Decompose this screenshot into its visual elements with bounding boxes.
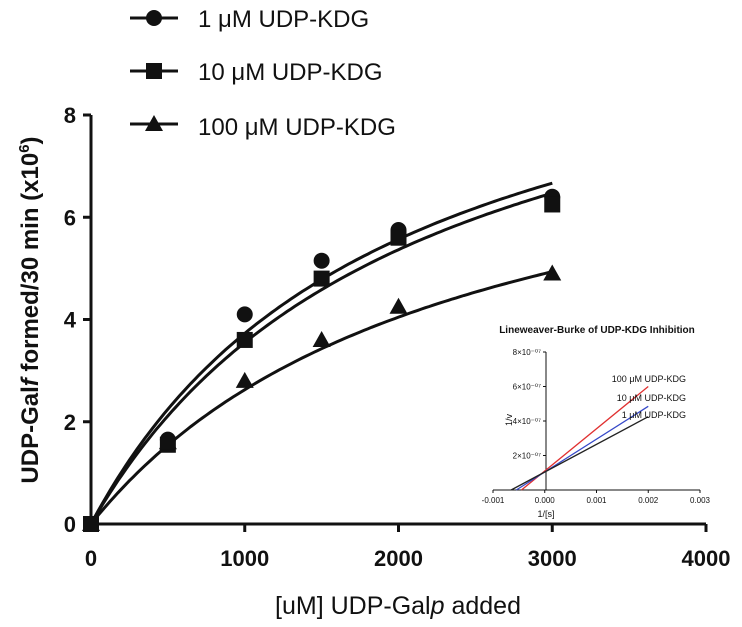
- y-tick-label: 4: [64, 308, 77, 333]
- inset-x-label: 1/[s]: [537, 509, 554, 519]
- legend-item-1uM: 1 μM UDP-KDG: [130, 6, 369, 33]
- inset-y-tick-label: 6×10⁻⁰⁷: [513, 383, 541, 392]
- main-ticks: [83, 113, 708, 532]
- y-tick-label: 8: [64, 103, 76, 128]
- y-tick-label: 2: [64, 410, 76, 435]
- x-tick-label: 0: [85, 546, 97, 571]
- inset-y-tick-label: 8×10⁻⁰⁷: [513, 348, 541, 357]
- legend: 1 μM UDP-KDG 10 μM UDP-KDG 100 μM UDP-KD…: [130, 6, 396, 141]
- inset-chart: Lineweaver-Burke of UDP-KDG Inhibition -…: [482, 325, 711, 519]
- main-axes: [89, 115, 706, 526]
- inset-y-tick-label: 4×10⁻⁰⁷: [513, 417, 541, 426]
- inset-x-tick-label: 0.003: [690, 496, 711, 505]
- inset-tick-labels: -0.001 0.000 0.001 0.002 0.003 2×10⁻⁰⁷ 4×10⁻⁰⁷…: [482, 348, 711, 505]
- data-point-triangle: [312, 330, 331, 347]
- inset-lines: [510, 385, 649, 491]
- fit-curve-circle: [89, 181, 553, 525]
- inset-x-tick-label: 0.002: [638, 496, 659, 505]
- fit-curve-triangle: [89, 270, 553, 525]
- fit-curves: [89, 181, 553, 525]
- data-points: [82, 188, 562, 532]
- inset-x-tick-label: 0.001: [586, 496, 607, 505]
- data-point-square: [313, 270, 330, 287]
- inset-ticks: [492, 351, 701, 493]
- x-tick-label: 1000: [220, 546, 269, 571]
- data-point-triangle: [543, 264, 562, 281]
- x-tick-label: 4000: [682, 546, 731, 571]
- legend-marker-triangle: [145, 115, 163, 131]
- y-tick-label: 6: [64, 205, 76, 230]
- legend-label-10uM: 10 μM UDP-KDG: [198, 59, 383, 86]
- legend-item-100uM: 100 μM UDP-KDG: [130, 114, 396, 141]
- fit-curve-square: [89, 191, 553, 525]
- data-point-triangle: [158, 433, 177, 450]
- inset-line: [510, 416, 649, 491]
- inset-legend-100uM: 100 μM UDP-KDG: [612, 374, 686, 384]
- inset-legend-10uM: 10 μM UDP-KDG: [617, 393, 686, 403]
- inset-y-tick-label: 2×10⁻⁰⁷: [513, 452, 541, 461]
- legend-marker-circle: [146, 10, 162, 26]
- data-point-circle: [313, 252, 330, 269]
- data-point-square: [236, 331, 253, 348]
- x-axis-title: [uM] UDP-Galp added: [275, 592, 521, 620]
- legend-label-100uM: 100 μM UDP-KDG: [198, 114, 396, 141]
- inset-title: Lineweaver-Burke of UDP-KDG Inhibition: [499, 325, 695, 336]
- inset-x-tick-label: -0.001: [482, 496, 505, 505]
- inset-legend-1uM: 1 μM UDP-KDG: [622, 410, 686, 420]
- data-point-square: [544, 196, 561, 213]
- data-point-triangle: [235, 371, 254, 388]
- legend-item-10uM: 10 μM UDP-KDG: [130, 59, 383, 86]
- legend-marker-square: [146, 63, 162, 79]
- data-point-circle: [236, 306, 253, 323]
- main-tick-labels: 0 1000 2000 3000 4000 0 2 4 6 8: [64, 103, 731, 571]
- y-tick-label: 0: [64, 512, 76, 537]
- x-tick-label: 3000: [528, 546, 577, 571]
- data-point-triangle: [389, 297, 408, 314]
- inset-y-label: 1/v: [504, 414, 514, 427]
- x-tick-label: 2000: [374, 546, 423, 571]
- data-point-square: [390, 229, 407, 246]
- data-point-triangle: [82, 515, 100, 531]
- y-axis-title: UDP-Galf formed/30 min (x106): [16, 136, 44, 483]
- inset-x-tick-label: 0.000: [535, 496, 556, 505]
- legend-label-1uM: 1 μM UDP-KDG: [198, 6, 369, 33]
